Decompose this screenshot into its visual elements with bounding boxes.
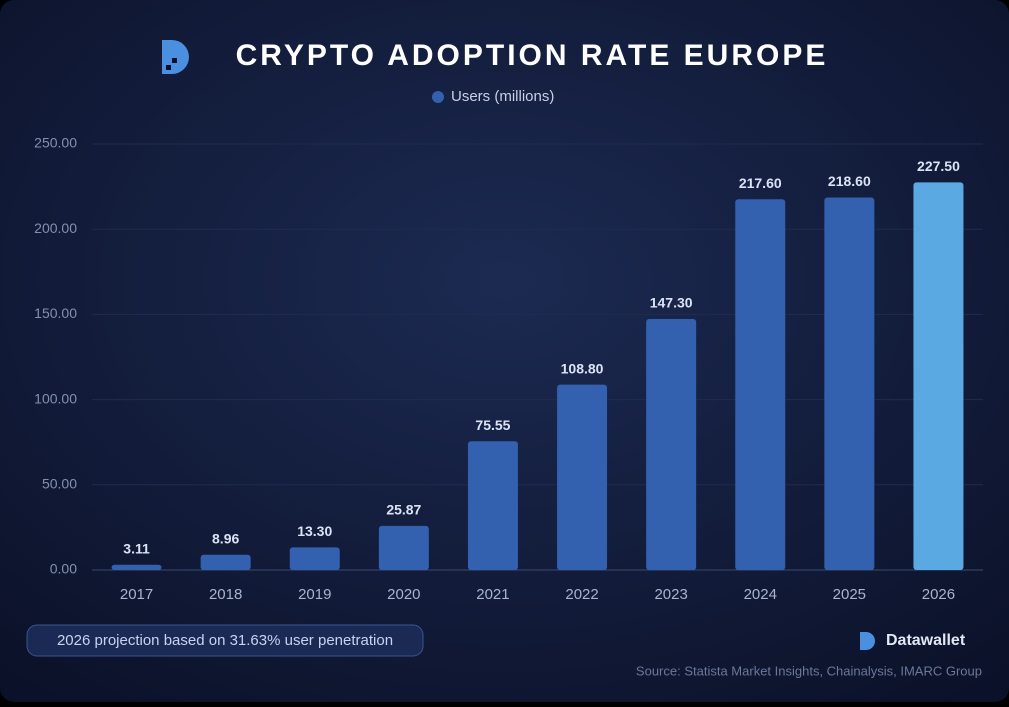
value-label: 25.87 [386,502,421,518]
bar [557,384,608,570]
x-tick-label: 2019 [298,586,331,603]
x-tick-label: 2018 [209,586,242,603]
value-label: 147.30 [650,295,693,311]
bar [289,547,340,570]
brand-logo [860,632,875,650]
x-tick-label: 2023 [654,586,687,603]
note: 2026 projection based on 31.63% user pen… [57,632,393,649]
value-label: 217.60 [739,175,782,191]
x-tick-label: 2020 [387,586,420,603]
bar [378,525,429,570]
x-tick-label: 2017 [120,586,153,603]
y-tick-label: 250.00 [34,135,77,151]
y-tick-label: 0.00 [50,561,77,577]
x-tick-label: 2024 [744,586,777,603]
x-tick-label: 2021 [476,586,509,603]
x-tick-label: 2026 [922,586,955,603]
value-label: 75.55 [475,417,510,433]
y-tick-label: 50.00 [42,476,77,492]
brand: Datawallet [886,632,966,649]
value-label: 8.96 [212,530,239,546]
logo [162,40,189,74]
bar [467,441,518,570]
legend-label: Users (millions) [451,88,554,105]
bar [735,199,786,570]
source: Source: Statista Market Insights, Chaina… [636,663,982,678]
y-tick-label: 150.00 [34,305,77,321]
bar [824,197,875,570]
value-label: 227.50 [917,158,960,174]
bar [111,564,162,570]
bar [646,319,697,570]
value-label: 13.30 [297,523,332,539]
x-tick-label: 2025 [833,586,866,603]
value-label: 218.60 [828,173,871,189]
y-tick-label: 200.00 [34,220,77,236]
note-box [26,624,424,657]
x-tick-label: 2022 [565,586,598,603]
chart-title: CRYPTO ADOPTION RATE EUROPE [236,39,829,72]
bar [200,554,251,570]
bar [913,182,964,570]
value-label: 108.80 [561,360,604,376]
legend-swatch [432,91,444,103]
y-tick-label: 100.00 [34,390,77,406]
value-label: 3.11 [123,540,150,556]
